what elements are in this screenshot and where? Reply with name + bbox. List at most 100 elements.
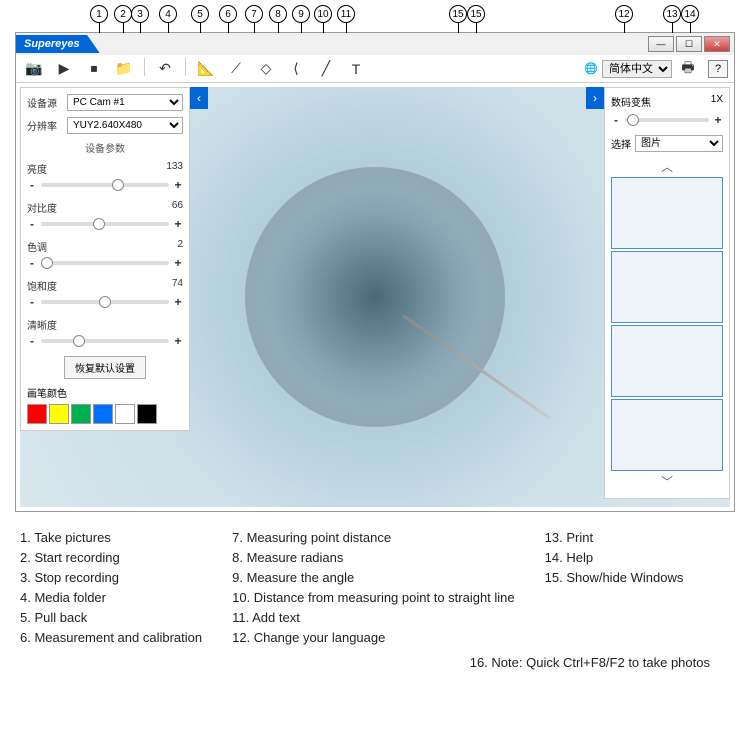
inc-button[interactable]: + [173,178,183,192]
slider-track[interactable] [41,339,169,343]
reset-defaults-button[interactable]: 恢复默认设置 [64,356,146,379]
zoom-inc[interactable]: + [713,113,723,127]
callout-2: 2 [114,5,132,23]
pull-back-button[interactable]: ↶ [153,58,177,80]
legend-item: 12. Change your language [232,630,515,645]
color-swatch[interactable] [93,404,113,424]
measure-line-button[interactable]: ╱ [314,58,338,80]
media-folder-button[interactable]: 📁 [112,58,136,80]
pen-color-label: 画笔颜色 [27,385,183,400]
dec-button[interactable]: - [27,178,37,192]
legend-item: 7. Measuring point distance [232,530,515,545]
start-record-button[interactable]: ▶ [52,58,76,80]
calibrate-button[interactable]: 📐 [194,58,218,80]
legend-item: 14. Help [545,550,684,565]
stop-record-button[interactable]: ⏹ [82,58,106,80]
slider-track[interactable] [41,300,169,304]
inc-button[interactable]: + [173,334,183,348]
legend-item: 1. Take pictures [20,530,202,545]
callout-9: 9 [292,5,310,23]
legend-item: 2. Start recording [20,550,202,565]
callout-15: 15 [449,5,467,23]
legend-item: 11. Add text [232,610,515,625]
thumbnails-down[interactable]: ﹀ [611,473,723,490]
legend: 1. Take pictures 2. Start recording 3. Sto… [20,530,730,670]
legend-item: 13. Print [545,530,684,545]
inc-button[interactable]: + [173,256,183,270]
legend-item: 4. Media folder [20,590,202,605]
thumbnails-up[interactable]: ︿ [611,158,723,175]
slider-value: 74 [172,278,183,293]
collapse-right-button[interactable]: › [586,87,604,109]
thumbnail-slot[interactable] [611,325,723,397]
measure-radians-button[interactable]: ◇ [254,58,278,80]
zoom-dec[interactable]: - [611,113,621,127]
zoom-slider[interactable] [625,118,709,122]
device-source-select[interactable]: PC Cam #1 [67,94,183,111]
slider-label: 亮度 [27,161,47,176]
legend-item: 9. Measure the angle [232,570,515,585]
gallery-select-label: 选择 [611,136,631,151]
color-swatch[interactable] [49,404,69,424]
color-swatch[interactable] [137,404,157,424]
callout-8: 8 [269,5,287,23]
slider-label: 色调 [27,239,47,254]
slider-value: 133 [166,161,183,176]
legend-item: 8. Measure radians [232,550,515,565]
digital-zoom-label: 数码变焦 [611,94,651,109]
callout-15: 15 [467,5,485,23]
callout-10: 10 [314,5,332,23]
color-swatch[interactable] [71,404,91,424]
color-swatch[interactable] [115,404,135,424]
dec-button[interactable]: - [27,334,37,348]
legend-item: 3. Stop recording [20,570,202,585]
device-params-heading: 设备参数 [27,140,183,155]
color-swatch[interactable] [27,404,47,424]
device-source-label: 设备源 [27,95,63,110]
collapse-left-button[interactable]: ‹ [190,87,208,109]
print-button[interactable]: 🖶 [676,58,700,80]
thumbnail-slot[interactable] [611,399,723,471]
gallery-type-select[interactable]: 图片 [635,135,723,152]
slider-track[interactable] [41,261,169,265]
measure-distance-button[interactable]: ⟋ [224,58,248,80]
add-text-button[interactable]: T [344,58,368,80]
callout-7: 7 [245,5,263,23]
callout-13: 13 [663,5,681,23]
callout-1: 1 [90,5,108,23]
callout-6: 6 [219,5,237,23]
language-select[interactable]: 简体中文 [602,60,672,78]
legend-item: 5. Pull back [20,610,202,625]
resolution-select[interactable]: YUY2.640X480 [67,117,183,134]
app-window: Supereyes — ☐ ✕ 📷▶⏹📁↶📐⟋◇⟨╱T 🌐 简体中文 🖶 ? 设… [15,32,735,512]
slider-label: 清晰度 [27,317,57,332]
legend-item: 10. Distance from measuring point to str… [232,590,515,605]
slider-track[interactable] [41,222,169,226]
take-photo-button[interactable]: 📷 [22,58,46,80]
thumbnail-slot[interactable] [611,251,723,323]
dec-button[interactable]: - [27,256,37,270]
dec-button[interactable]: - [27,217,37,231]
dec-button[interactable]: - [27,295,37,309]
measure-angle-button[interactable]: ⟨ [284,58,308,80]
slider-label: 对比度 [27,200,57,215]
inc-button[interactable]: + [173,217,183,231]
specimen-image [245,167,505,427]
zoom-panel: 数码变焦 1X - + 选择 图片 ︿ ﹀ [604,87,730,499]
globe-icon: 🌐 [584,62,598,75]
legend-note: 16. Note: Quick Ctrl+F8/F2 to take photo… [20,655,730,670]
slider-track[interactable] [41,183,169,187]
thumbnail-slot[interactable] [611,177,723,249]
zoom-value: 1X [711,94,723,109]
callout-4: 4 [159,5,177,23]
legend-item: 6. Measurement and calibration [20,630,202,645]
inc-button[interactable]: + [173,295,183,309]
help-button[interactable]: ? [708,60,728,78]
content-area: 设备源 PC Cam #1 分辨率 YUY2.640X480 设备参数 亮度13… [16,83,734,511]
legend-item: 15. Show/hide Windows [545,570,684,585]
slider-value: 2 [177,239,183,254]
slider-label: 饱和度 [27,278,57,293]
callout-14: 14 [681,5,699,23]
callout-12: 12 [615,5,633,23]
callout-5: 5 [191,5,209,23]
